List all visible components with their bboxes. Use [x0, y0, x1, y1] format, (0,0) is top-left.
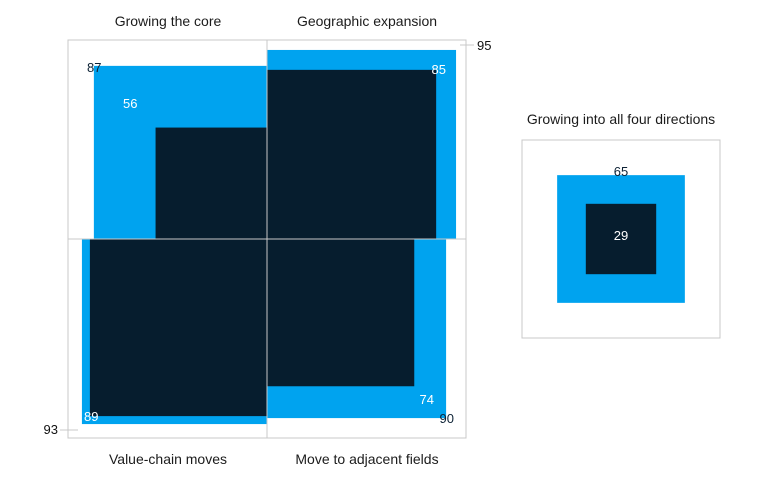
- side-chart-outer-value: 65: [614, 164, 628, 179]
- value-label-adjacent-inner: 74: [420, 392, 434, 407]
- side-inner-square: [585, 203, 657, 275]
- value-label-geographic-inner: 85: [432, 62, 446, 77]
- value-label-growing-core-outer: 87: [87, 60, 101, 75]
- value-label-adjacent-outer: 90: [440, 411, 454, 426]
- value-label-growing-core-inner: 56: [123, 96, 137, 111]
- quadrant-label-geographic-expansion: Geographic expansion: [297, 13, 437, 29]
- side-chart-inner-value: 29: [614, 228, 628, 243]
- quadrant-chart: Growing the core Geographic expansion Va…: [44, 13, 492, 467]
- four-directions-chart: Growing into all four directions 65 29: [521, 111, 721, 339]
- value-label-value-chain-inner: 89: [84, 409, 98, 424]
- value-label-value-chain-outer: 93: [44, 422, 58, 437]
- value-label-geographic-outer: 95: [477, 38, 491, 53]
- quadrant-label-growing-the-core: Growing the core: [115, 13, 222, 29]
- quadrant-inner-square-growing-the-core: [155, 127, 267, 239]
- side-chart-title: Growing into all four directions: [527, 111, 715, 127]
- quadrant-inner-square-value-chain-moves: [89, 239, 267, 417]
- quadrant-inner-square-move-to-adjacent-fields: [267, 239, 415, 387]
- quadrant-label-move-to-adjacent-fields: Move to adjacent fields: [295, 451, 438, 467]
- side-chart-frame: [521, 139, 721, 339]
- quadrant-inner-square-geographic-expansion: [267, 69, 437, 239]
- quadrant-label-value-chain-moves: Value-chain moves: [109, 451, 227, 467]
